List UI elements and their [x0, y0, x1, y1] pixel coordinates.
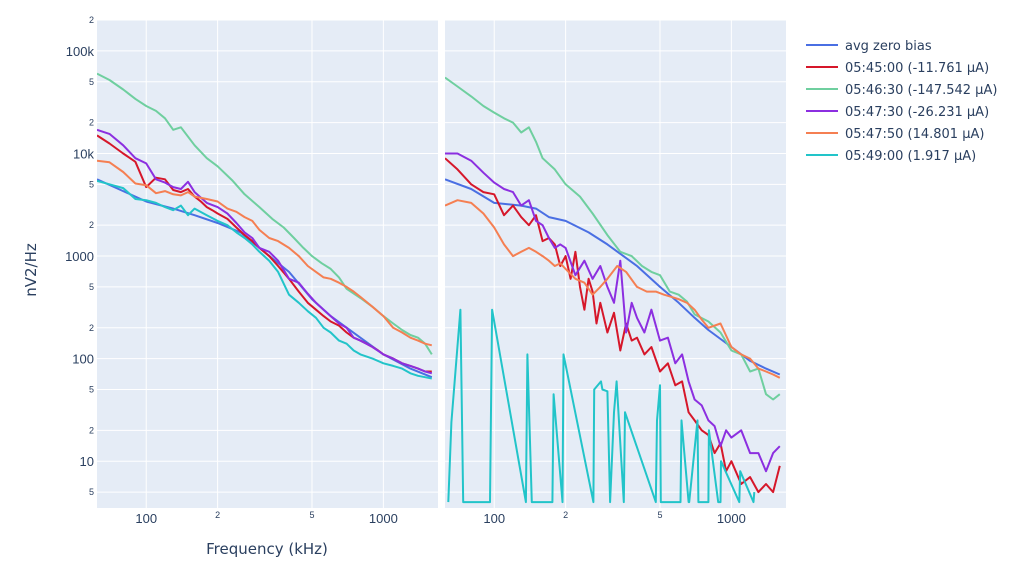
legend-item[interactable]: 05:46:30 (-147.542 μA)	[806, 83, 997, 98]
y-tick-label: 2	[89, 425, 94, 435]
y-tick-label: 5	[89, 77, 94, 87]
y-tick-label: 2	[89, 15, 94, 25]
series-line	[447, 308, 756, 504]
legend-item[interactable]: avg zero bias	[806, 39, 932, 54]
y-tick-label: 100k	[66, 44, 95, 59]
y-tick-label: 5	[89, 179, 94, 189]
y-tick-label: 100	[72, 352, 94, 367]
x-tick-label: 5	[657, 510, 662, 520]
legend-label: avg zero bias	[845, 39, 932, 54]
legend-item[interactable]: 05:49:00 (1.917 μA)	[806, 149, 976, 164]
series-line	[445, 76, 781, 401]
legend-label: 05:47:30 (-26.231 μA)	[845, 105, 989, 120]
y-tick-label: 5	[89, 487, 94, 497]
legend-item[interactable]: 05:47:50 (14.801 μA)	[806, 127, 984, 142]
x-tick-label: 1000	[369, 511, 398, 526]
plot-panel-2	[445, 19, 786, 508]
series-line	[97, 128, 433, 375]
y-tick-label: 2	[89, 118, 94, 128]
series-line	[445, 152, 781, 473]
y-tick-label: 10k	[73, 146, 94, 161]
series-line	[445, 199, 781, 379]
x-tick-label: 5	[309, 510, 314, 520]
x-tick-label: 2	[215, 510, 220, 520]
series-line	[97, 159, 433, 347]
plot-panel-1	[97, 19, 438, 508]
series-line	[97, 72, 433, 355]
y-tick-label: 2	[89, 323, 94, 333]
legend-item[interactable]: 05:45:00 (-11.761 μA)	[806, 61, 989, 76]
legend-label: 05:46:30 (-147.542 μA)	[845, 83, 997, 98]
y-tick-label: 5	[89, 385, 94, 395]
y-tick-label: 2	[89, 220, 94, 230]
x-tick-label: 1000	[717, 511, 746, 526]
y-axis-title: nV2/Hz	[22, 243, 40, 297]
x-tick-label: 100	[135, 511, 157, 526]
legend-label: 05:45:00 (-11.761 μA)	[845, 61, 989, 76]
y-tick-label: 5	[89, 282, 94, 292]
legend-label: 05:47:50 (14.801 μA)	[845, 127, 984, 142]
legend-item[interactable]: 05:47:30 (-26.231 μA)	[806, 105, 989, 120]
y-tick-label: 1000	[65, 249, 94, 264]
x-tick-label: 2	[563, 510, 568, 520]
plot-background	[445, 20, 786, 508]
legend-label: 05:49:00 (1.917 μA)	[845, 149, 976, 164]
x-axis-title: Frequency (kHz)	[206, 540, 328, 558]
plot-background	[97, 20, 438, 508]
series-line	[97, 179, 432, 380]
x-tick-label: 100	[483, 511, 505, 526]
y-tick-label: 10	[80, 454, 94, 469]
